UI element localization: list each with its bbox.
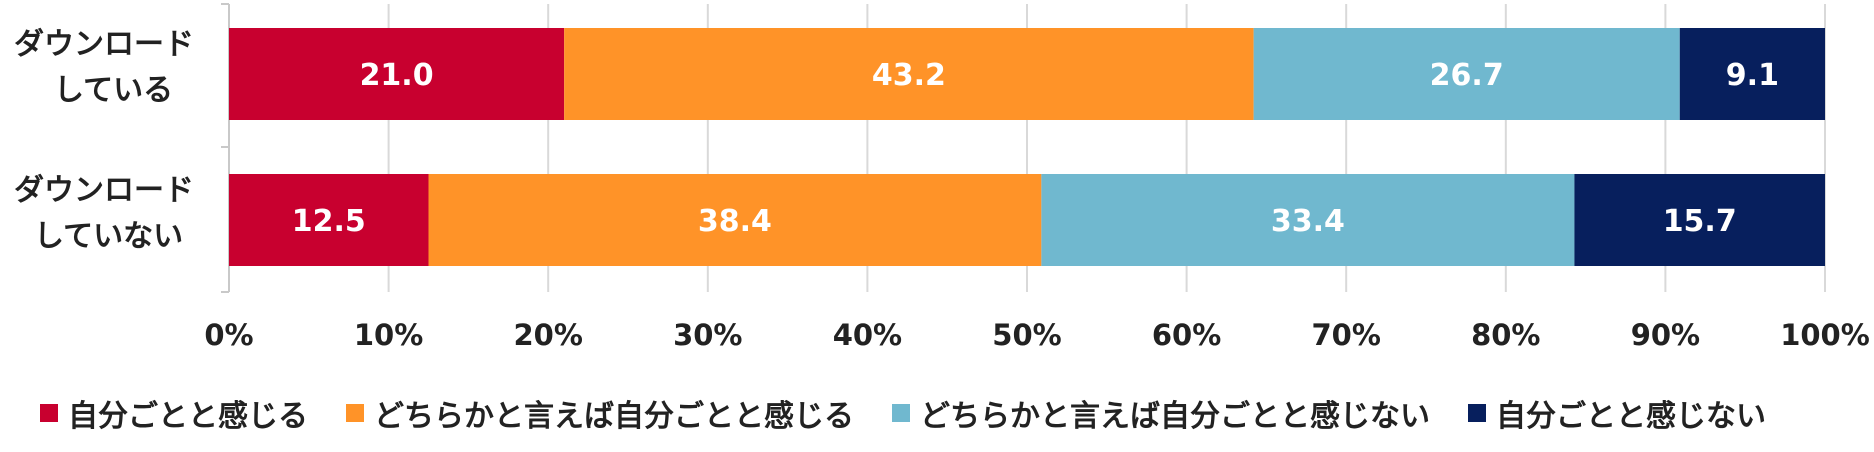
bar-segment [1679, 28, 1825, 120]
data-label: 26.7 [1430, 58, 1504, 93]
x-tick-label: 0% [204, 318, 253, 352]
category-label-line: ダウンロード [14, 173, 194, 208]
data-label: 38.4 [698, 204, 772, 239]
plot-area: 0% 10% 20% 30% 40% 50% 60% 70% 80% 90% 100% 21.0 43.… [204, 3, 1870, 352]
legend-label: どちらかと言えば自分ごとと感じない [920, 399, 1430, 434]
x-tick-label: 10% [354, 318, 423, 352]
category-label-not-downloaded: ダウンロード していない [14, 168, 204, 260]
x-tick-label: 50% [992, 318, 1061, 352]
legend-item: 自分ごとと感じる [40, 391, 308, 435]
data-label: 43.2 [872, 58, 946, 93]
legend-item: どちらかと言えば自分ごとと感じる [346, 391, 854, 435]
legend-swatch [1468, 404, 1486, 422]
category-label-line: していない [34, 219, 184, 254]
x-tick-label: 40% [833, 318, 902, 352]
bar-segment [229, 174, 429, 266]
legend-label: どちらかと言えば自分ごとと感じる [374, 399, 854, 434]
category-label-line: している [54, 73, 174, 108]
legend-swatch [892, 404, 910, 422]
data-label: 15.7 [1663, 204, 1737, 239]
x-tick-label: 70% [1311, 318, 1380, 352]
bar-segment [1574, 174, 1825, 266]
data-label: 21.0 [360, 58, 434, 93]
legend-swatch [40, 404, 58, 422]
legend-item: 自分ごとと感じない [1468, 391, 1766, 435]
x-tick-label: 30% [673, 318, 742, 352]
data-label: 33.4 [1271, 204, 1345, 239]
x-tick-label: 80% [1471, 318, 1540, 352]
x-tick-label: 60% [1152, 318, 1221, 352]
legend-label: 自分ごとと感じない [1496, 399, 1766, 434]
bar-segment [1253, 28, 1680, 120]
category-label-line: ダウンロード [14, 27, 194, 62]
bar-segment [229, 28, 565, 120]
bar-segment [1041, 174, 1575, 266]
legend-label: 自分ごとと感じる [68, 399, 308, 434]
x-tick-label: 90% [1631, 318, 1700, 352]
legend-swatch [346, 404, 364, 422]
legend-item: どちらかと言えば自分ごとと感じない [892, 391, 1430, 435]
data-label: 12.5 [292, 204, 366, 239]
x-tick-label: 20% [513, 318, 582, 352]
category-label-downloaded: ダウンロード している [14, 22, 204, 114]
bar-segment [564, 28, 1254, 120]
data-label: 9.1 [1726, 58, 1779, 93]
x-tick-label: 100% [1780, 318, 1870, 352]
legend: 自分ごとと感じる どちらかと言えば自分ごとと感じる どちらかと言えば自分ごとと感… [40, 388, 1804, 438]
bar-segment [428, 174, 1042, 266]
